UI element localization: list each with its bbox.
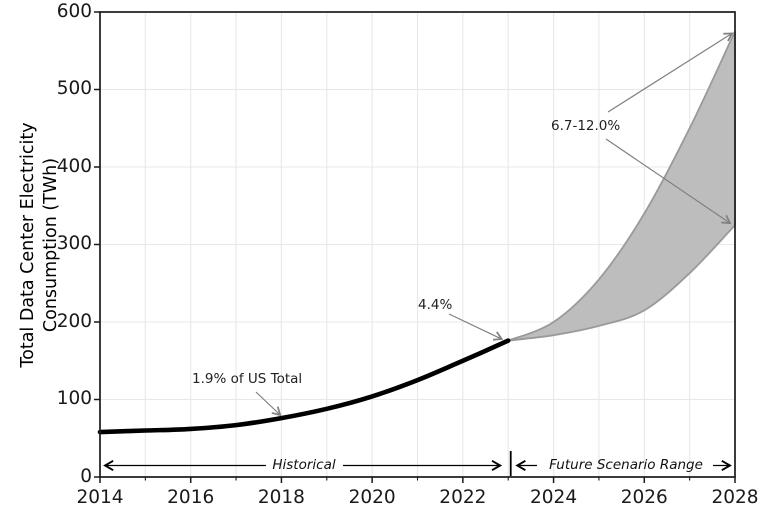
x-tick-label: 2014 — [76, 487, 124, 508]
annotation-arrow-2028-upper — [607, 32, 734, 113]
annotation-arrow-2018 — [255, 391, 282, 417]
annotation-pct-2028: 6.7-12.0% — [551, 118, 621, 134]
y-tick-label: 0 — [80, 465, 92, 487]
y-tick-label: 500 — [56, 78, 92, 99]
x-tick-label: 2018 — [257, 487, 305, 508]
future-scenario-band — [507, 30, 736, 342]
historical-span-label: Historical — [272, 457, 336, 473]
x-tick-label: 2028 — [711, 487, 759, 508]
annotation-arrow-2028-lower — [605, 138, 732, 225]
y-tick-label: 300 — [56, 233, 92, 254]
historical-line — [97, 338, 511, 435]
x-tick-label: 2022 — [439, 487, 487, 508]
future-span-label: Future Scenario Range — [549, 457, 703, 473]
annotation-pct-2018: 1.9% of US Total — [192, 371, 303, 387]
y-tick-label: 600 — [56, 0, 92, 22]
x-tick-label: 2016 — [167, 487, 215, 508]
x-tick-label: 2020 — [348, 487, 396, 508]
x-tick-label: 2024 — [530, 487, 578, 508]
y-tick-label: 200 — [56, 310, 92, 332]
x-tick-label: 2026 — [620, 487, 668, 508]
annotation-arrow-2023 — [448, 313, 504, 341]
y-tick-label: 400 — [56, 155, 92, 177]
annotation-pct-2023: 4.4% — [418, 297, 453, 313]
y-tick-label: 100 — [56, 388, 92, 409]
